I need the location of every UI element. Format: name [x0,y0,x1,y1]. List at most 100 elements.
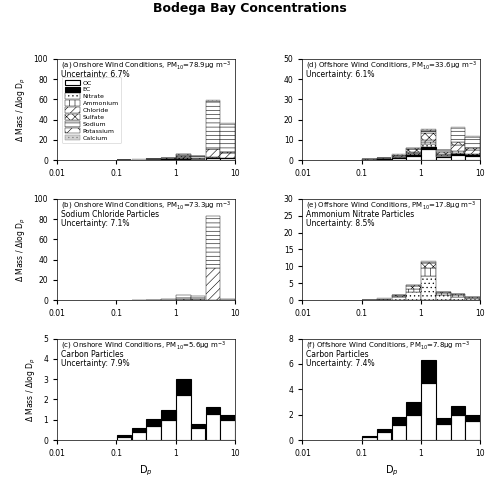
Bar [421,144,436,147]
Bar [220,123,235,124]
Bar [406,415,421,440]
Bar [377,432,392,440]
Bar [436,156,450,157]
Bar [191,156,206,158]
Bar [451,415,465,440]
Text: Carbon Particles: Carbon Particles [60,350,124,359]
Bar [421,141,436,142]
Bar [392,155,406,156]
Bar [436,155,450,156]
Bar [176,395,190,440]
Bar [406,286,421,288]
Text: Carbon Particles: Carbon Particles [306,350,368,359]
Bar [421,263,436,268]
Bar [466,156,480,160]
Bar [176,379,190,395]
Bar [436,292,450,293]
Bar [436,157,450,160]
Bar [220,158,235,160]
Legend: OC, EC, Nitrate, Ammonium, Chloride, Sulfate, Sodium, Potassium, Calcium: OC, EC, Nitrate, Ammonium, Chloride, Sul… [62,77,122,143]
Bar [436,154,450,155]
Bar [436,295,450,300]
Bar [451,155,465,160]
Bar [406,155,421,156]
Bar [421,129,436,130]
Y-axis label: Δ Mass / Δlog D$_p$: Δ Mass / Δlog D$_p$ [24,357,38,422]
Bar [206,407,220,414]
Text: Uncertainty: 7.9%: Uncertainty: 7.9% [60,359,130,368]
Bar [176,156,190,157]
Bar [116,435,132,437]
Bar [362,437,376,440]
Bar [191,428,206,440]
Bar [377,299,392,300]
Bar [191,424,206,428]
Bar [392,297,406,300]
Bar [116,437,132,440]
Bar [421,360,436,383]
Bar [406,153,421,155]
Bar [466,421,480,440]
Bar [451,145,465,151]
Bar [377,428,392,432]
Text: (a) Onshore Wind Conditions, PM$_{10}$=78.9μg m$^{-3}$: (a) Onshore Wind Conditions, PM$_{10}$=7… [60,60,231,72]
Text: Sodium Chloride Particles: Sodium Chloride Particles [60,210,159,219]
Bar [421,149,436,160]
Text: (d) Offshore Wind Conditions, PM$_{10}$=33.6μg m$^{-3}$: (d) Offshore Wind Conditions, PM$_{10}$=… [306,60,477,72]
Bar [392,157,406,158]
Text: Uncertainty: 7.4%: Uncertainty: 7.4% [306,359,374,368]
Bar [451,152,465,154]
Bar [451,297,465,300]
Bar [132,428,146,432]
Bar [392,295,406,296]
X-axis label: D$_p$: D$_p$ [140,463,153,478]
Bar [421,383,436,440]
Bar [392,296,406,297]
Bar [220,415,235,420]
Bar [451,128,465,142]
Bar [466,415,480,421]
Bar [451,406,465,415]
Text: Bodega Bay Concentrations: Bodega Bay Concentrations [153,2,347,15]
Bar [421,262,436,263]
Bar [451,295,465,297]
Text: Uncertainty: 7.1%: Uncertainty: 7.1% [60,219,129,228]
Bar [191,158,206,159]
Bar [220,124,235,152]
Bar [161,410,176,420]
Bar [146,419,160,426]
Y-axis label: Δ Mass / Δlog D$_p$: Δ Mass / Δlog D$_p$ [15,217,28,282]
Bar [377,159,392,160]
Bar [161,299,176,300]
Bar [466,297,480,298]
Bar [406,152,421,153]
Bar [362,436,376,437]
Bar [406,402,421,415]
Bar [191,299,206,300]
Bar [406,156,421,160]
Bar [220,299,235,300]
Bar [421,131,436,133]
Bar [406,149,421,152]
Bar [220,152,235,158]
Y-axis label: Δ Mass / Δlog D$_p$: Δ Mass / Δlog D$_p$ [15,77,28,142]
Text: (c) Onshore Wind Conditions, PM$_{10}$=5.6μg m$^{-3}$: (c) Onshore Wind Conditions, PM$_{10}$=5… [60,340,226,352]
Bar [421,130,436,131]
Text: (e) Offshore Wind Conditions, PM$_{10}$=17.8μg m$^{-3}$: (e) Offshore Wind Conditions, PM$_{10}$=… [306,200,476,212]
Bar [176,159,190,160]
Bar [421,147,436,149]
Text: (f) Offshore Wind Conditions, PM$_{10}$=7.8μg m$^{-3}$: (f) Offshore Wind Conditions, PM$_{10}$=… [306,340,470,352]
Bar [176,157,190,158]
Bar [220,420,235,440]
Bar [421,142,436,144]
Bar [392,425,406,440]
Bar [176,299,190,300]
Bar [421,133,436,141]
Bar [176,295,190,299]
Bar [421,268,436,277]
Bar [436,423,450,440]
Bar [406,288,421,292]
Bar [451,142,465,145]
Text: Uncertainty: 6.1%: Uncertainty: 6.1% [306,70,374,79]
Bar [206,100,220,101]
